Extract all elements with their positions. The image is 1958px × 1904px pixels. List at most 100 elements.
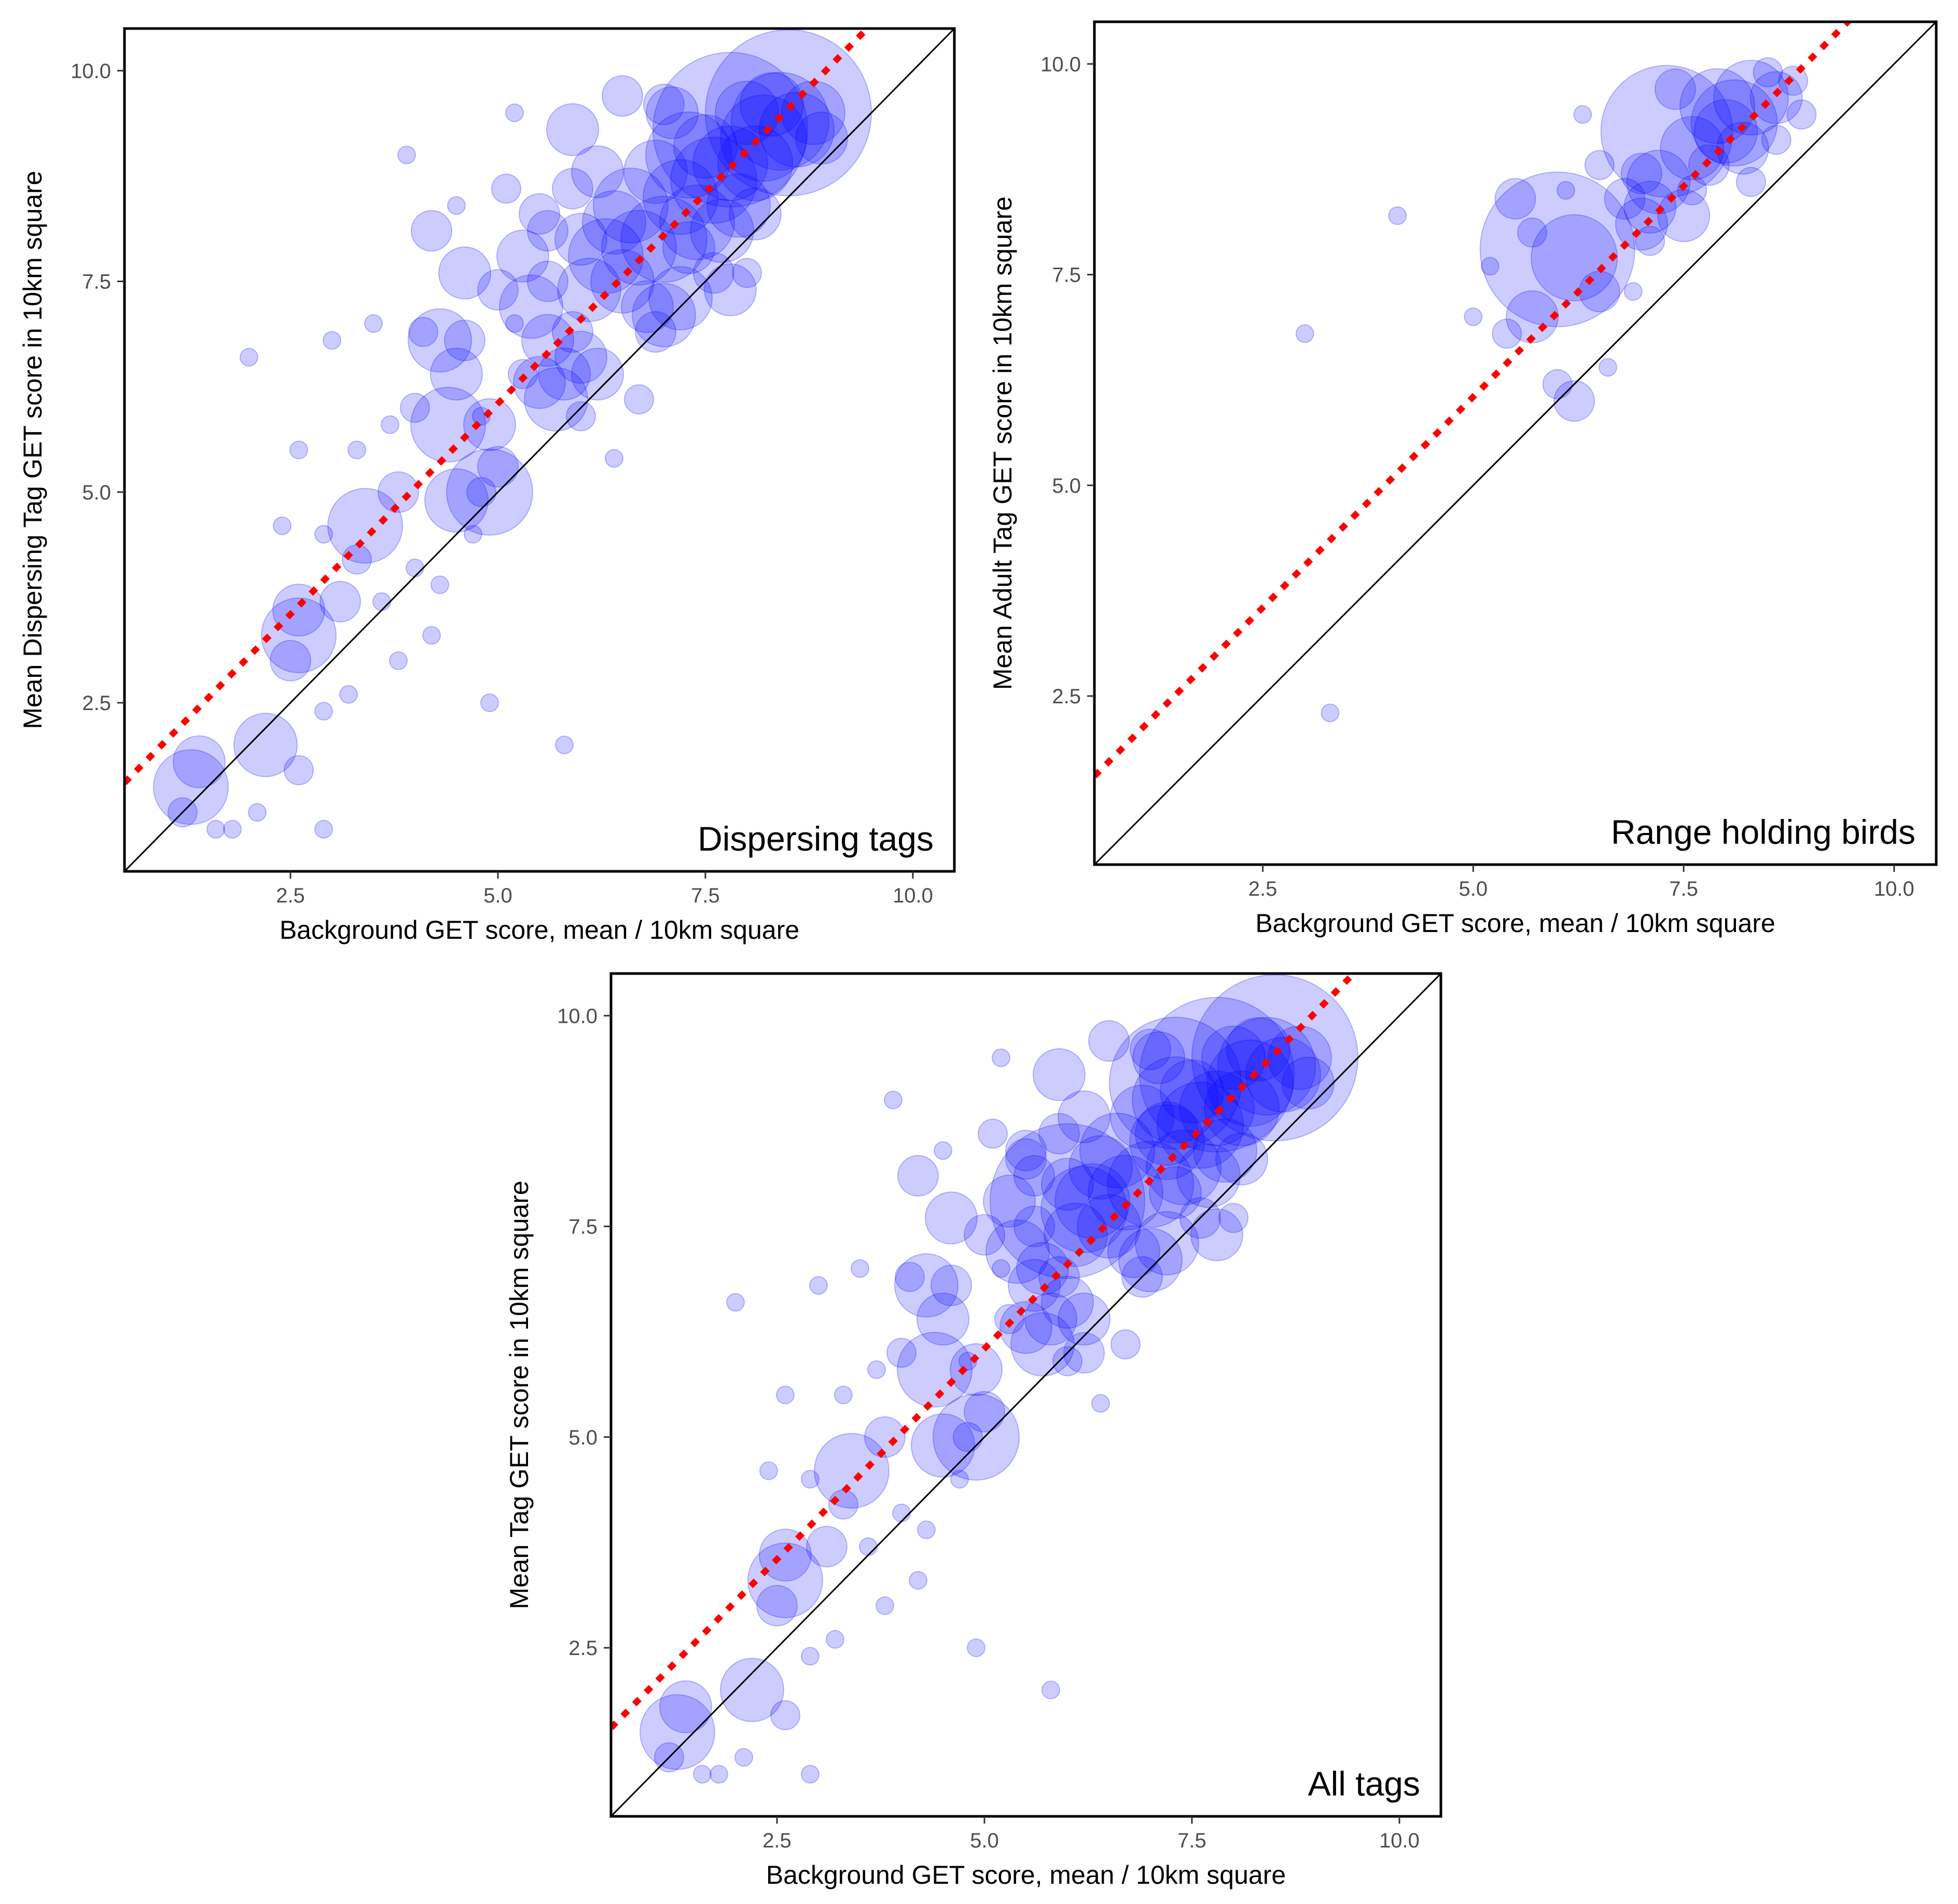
data-point (406, 559, 424, 577)
data-point (1132, 1031, 1185, 1085)
data-point (740, 72, 804, 137)
data-point (378, 471, 419, 513)
data-point (1480, 257, 1499, 276)
data-point (1713, 60, 1789, 136)
data-point (1063, 1332, 1105, 1374)
data-point (527, 210, 568, 252)
plot-area (611, 974, 1441, 1816)
data-point (632, 283, 696, 348)
data-point (389, 651, 408, 670)
data-point (555, 735, 574, 755)
data-point (759, 1461, 778, 1480)
data-point (466, 477, 496, 507)
x-tick-label: 7.5 (691, 884, 720, 907)
data-point (477, 269, 519, 311)
data-point (272, 583, 325, 637)
data-point (1193, 1118, 1257, 1183)
data-point (571, 145, 624, 199)
data-point (864, 1416, 906, 1458)
data-point (909, 1571, 927, 1590)
data-point (1005, 1138, 1047, 1180)
data-point (1058, 1293, 1110, 1346)
data-point (1201, 1025, 1266, 1090)
data-point (729, 187, 782, 241)
identity-line (1094, 22, 1936, 865)
data-point (1129, 1104, 1205, 1180)
data-point (1013, 1155, 1055, 1197)
chart-panel-range-holding: 2.5 5.0 7.5 10.0 2.5 5.0 7.5 10.0 Background GET… (988, 20, 1938, 938)
data-point (289, 440, 308, 460)
data-point (734, 1748, 753, 1767)
data-point (411, 210, 452, 252)
data-point (967, 1638, 985, 1657)
data-point (1160, 1059, 1224, 1124)
data-point (1388, 206, 1407, 225)
data-point (1553, 380, 1595, 422)
data-point (1761, 124, 1792, 155)
data-point (1716, 121, 1769, 175)
data-point (284, 755, 314, 785)
data-point (1786, 99, 1817, 130)
data-point (1604, 178, 1646, 220)
data-point (320, 581, 361, 622)
data-point (1041, 1275, 1094, 1329)
data-point (1479, 171, 1635, 327)
x-axis-title: Background GET score, mean / 10km square (1255, 909, 1775, 938)
data-point (759, 1528, 812, 1582)
data-point (1600, 65, 1733, 198)
data-point (1635, 226, 1665, 256)
data-point (1024, 1293, 1077, 1346)
data-point (524, 367, 588, 432)
data-point (704, 263, 757, 316)
data-point (1464, 307, 1483, 326)
data-point (726, 1293, 745, 1312)
data-point (720, 94, 807, 182)
data-point (1215, 1132, 1268, 1186)
data-point (806, 1526, 848, 1567)
data-point (990, 1123, 1145, 1279)
data-point (1135, 1211, 1199, 1275)
data-point (314, 702, 333, 721)
data-point (1693, 99, 1758, 164)
data-point (828, 1489, 858, 1520)
data-point (1149, 1166, 1202, 1219)
data-point (1204, 1071, 1280, 1146)
data-point (992, 1259, 1010, 1278)
data-point (554, 213, 607, 266)
y-tick-label: 5.0 (82, 481, 111, 504)
data-point (1753, 57, 1783, 88)
data-point (978, 1118, 1008, 1149)
data-point (895, 1262, 925, 1292)
data-point (867, 1360, 886, 1379)
data-point (593, 168, 669, 244)
data-point (463, 398, 516, 451)
data-point (911, 1413, 975, 1478)
data-point (1190, 1208, 1243, 1261)
data-point (424, 468, 489, 533)
data-point (643, 159, 718, 235)
data-point (364, 314, 383, 333)
data-point (1042, 1680, 1060, 1700)
data-point (925, 1191, 978, 1245)
data-point (1654, 68, 1696, 110)
data-point (513, 356, 566, 409)
data-point (1088, 1155, 1163, 1231)
data-point (652, 52, 808, 207)
data-point (422, 626, 441, 645)
data-point (273, 516, 291, 535)
data-point (1146, 1129, 1221, 1205)
panel-title: Dispersing tags (698, 819, 934, 858)
data-point (776, 1385, 795, 1405)
y-tick-label: 7.5 (82, 271, 111, 294)
chart-panel-all-tags: 2.5 5.0 7.5 10.0 2.5 5.0 7.5 10.0 Background GET… (505, 972, 1442, 1889)
data-point (505, 103, 524, 122)
data-point (801, 1470, 820, 1489)
y-tick-label: 5.0 (568, 1426, 598, 1449)
points-layer (1295, 57, 1817, 722)
data-point (153, 749, 229, 825)
x-tick-label: 5.0 (970, 1829, 999, 1852)
data-point (673, 114, 738, 179)
data-point (1088, 1020, 1130, 1062)
data-point (756, 1585, 798, 1627)
